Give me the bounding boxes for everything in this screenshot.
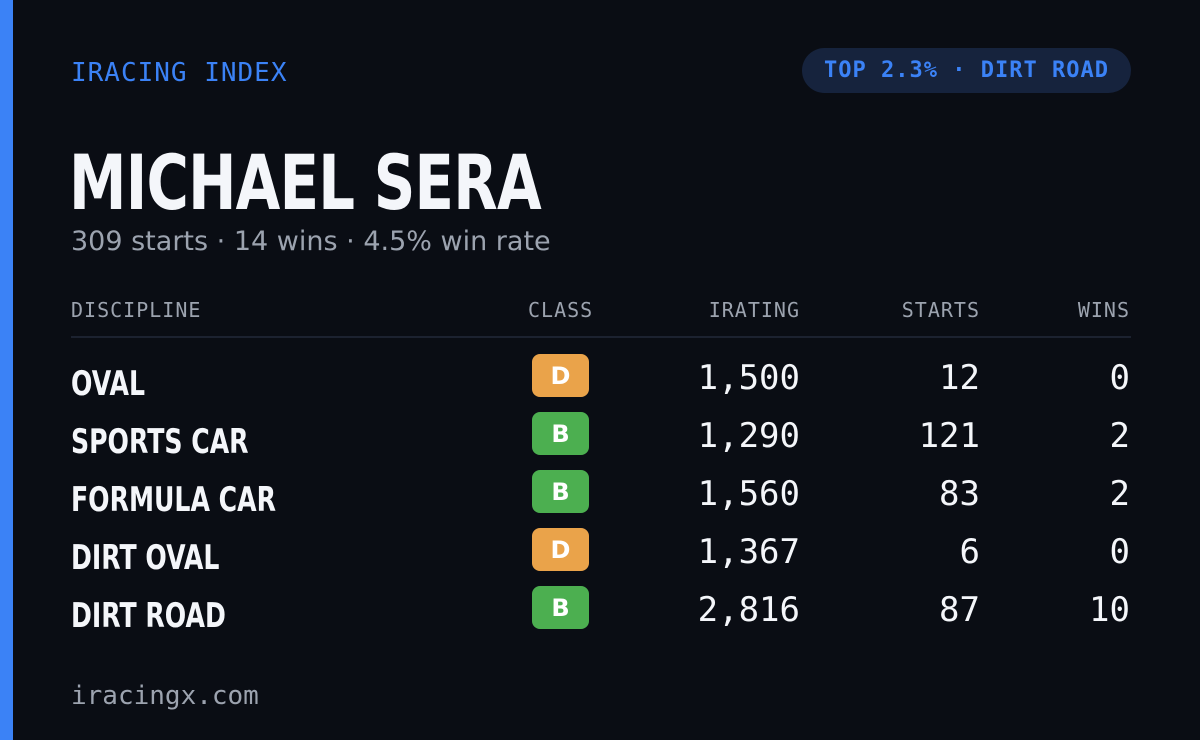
irating-value: 2,816 xyxy=(697,590,800,630)
class-badge: D xyxy=(532,528,589,571)
class-badge: B xyxy=(532,412,589,455)
starts-summary: 309 starts xyxy=(71,226,209,257)
starts-value: 83 xyxy=(939,474,980,514)
summary-separator: · xyxy=(346,226,355,257)
wins-summary: 14 wins xyxy=(233,226,338,257)
starts-value: 121 xyxy=(918,416,980,456)
starts-value: 87 xyxy=(939,590,980,630)
starts-value: 12 xyxy=(939,358,980,398)
irating-value: 1,500 xyxy=(697,358,800,398)
wins-value: 2 xyxy=(1109,474,1130,514)
rank-badge: TOP 2.3% · DIRT ROAD xyxy=(802,48,1131,93)
driver-name: MICHAEL SERA xyxy=(69,138,542,227)
brand-title: IRACING INDEX xyxy=(71,58,288,88)
footer-domain: iracingx.com xyxy=(71,681,259,711)
accent-bar xyxy=(0,0,13,740)
wins-value: 0 xyxy=(1109,532,1130,572)
wins-value: 10 xyxy=(1089,590,1130,630)
wins-value: 0 xyxy=(1109,358,1130,398)
driver-summary: 309 starts · 14 wins · 4.5% win rate xyxy=(71,226,551,257)
header-starts: STARTS xyxy=(901,298,980,322)
irating-value: 1,290 xyxy=(697,416,800,456)
class-badge: D xyxy=(532,354,589,397)
table-row: DIRT OVAL D 1,367 6 0 xyxy=(71,528,1131,586)
discipline-name: DIRT OVAL xyxy=(71,538,220,578)
table-row: OVAL D 1,500 12 0 xyxy=(71,354,1131,412)
table-row: SPORTS CAR B 1,290 121 2 xyxy=(71,412,1131,470)
header-class: CLASS xyxy=(528,298,594,322)
discipline-name: OVAL xyxy=(71,364,145,404)
header-wins: WINS xyxy=(1077,298,1130,322)
summary-separator: · xyxy=(216,226,226,257)
irating-value: 1,560 xyxy=(697,474,800,514)
discipline-name: DIRT ROAD xyxy=(71,596,226,636)
wins-value: 2 xyxy=(1109,416,1130,456)
irating-value: 1,367 xyxy=(697,532,800,572)
discipline-name: SPORTS CAR xyxy=(71,422,249,462)
discipline-name: FORMULA CAR xyxy=(71,480,276,520)
class-badge: B xyxy=(532,586,589,629)
class-badge: B xyxy=(532,470,589,513)
header-discipline: DISCIPLINE xyxy=(71,298,202,322)
header-divider xyxy=(71,336,1131,338)
table-row: DIRT ROAD B 2,816 87 10 xyxy=(71,586,1131,644)
win-rate-summary: 4.5% win rate xyxy=(363,226,551,257)
header-irating: IRATING xyxy=(708,298,800,322)
table-header: DISCIPLINE CLASS IRATING STARTS WINS xyxy=(71,298,1131,328)
table-row: FORMULA CAR B 1,560 83 2 xyxy=(71,470,1131,528)
starts-value: 6 xyxy=(959,532,980,572)
